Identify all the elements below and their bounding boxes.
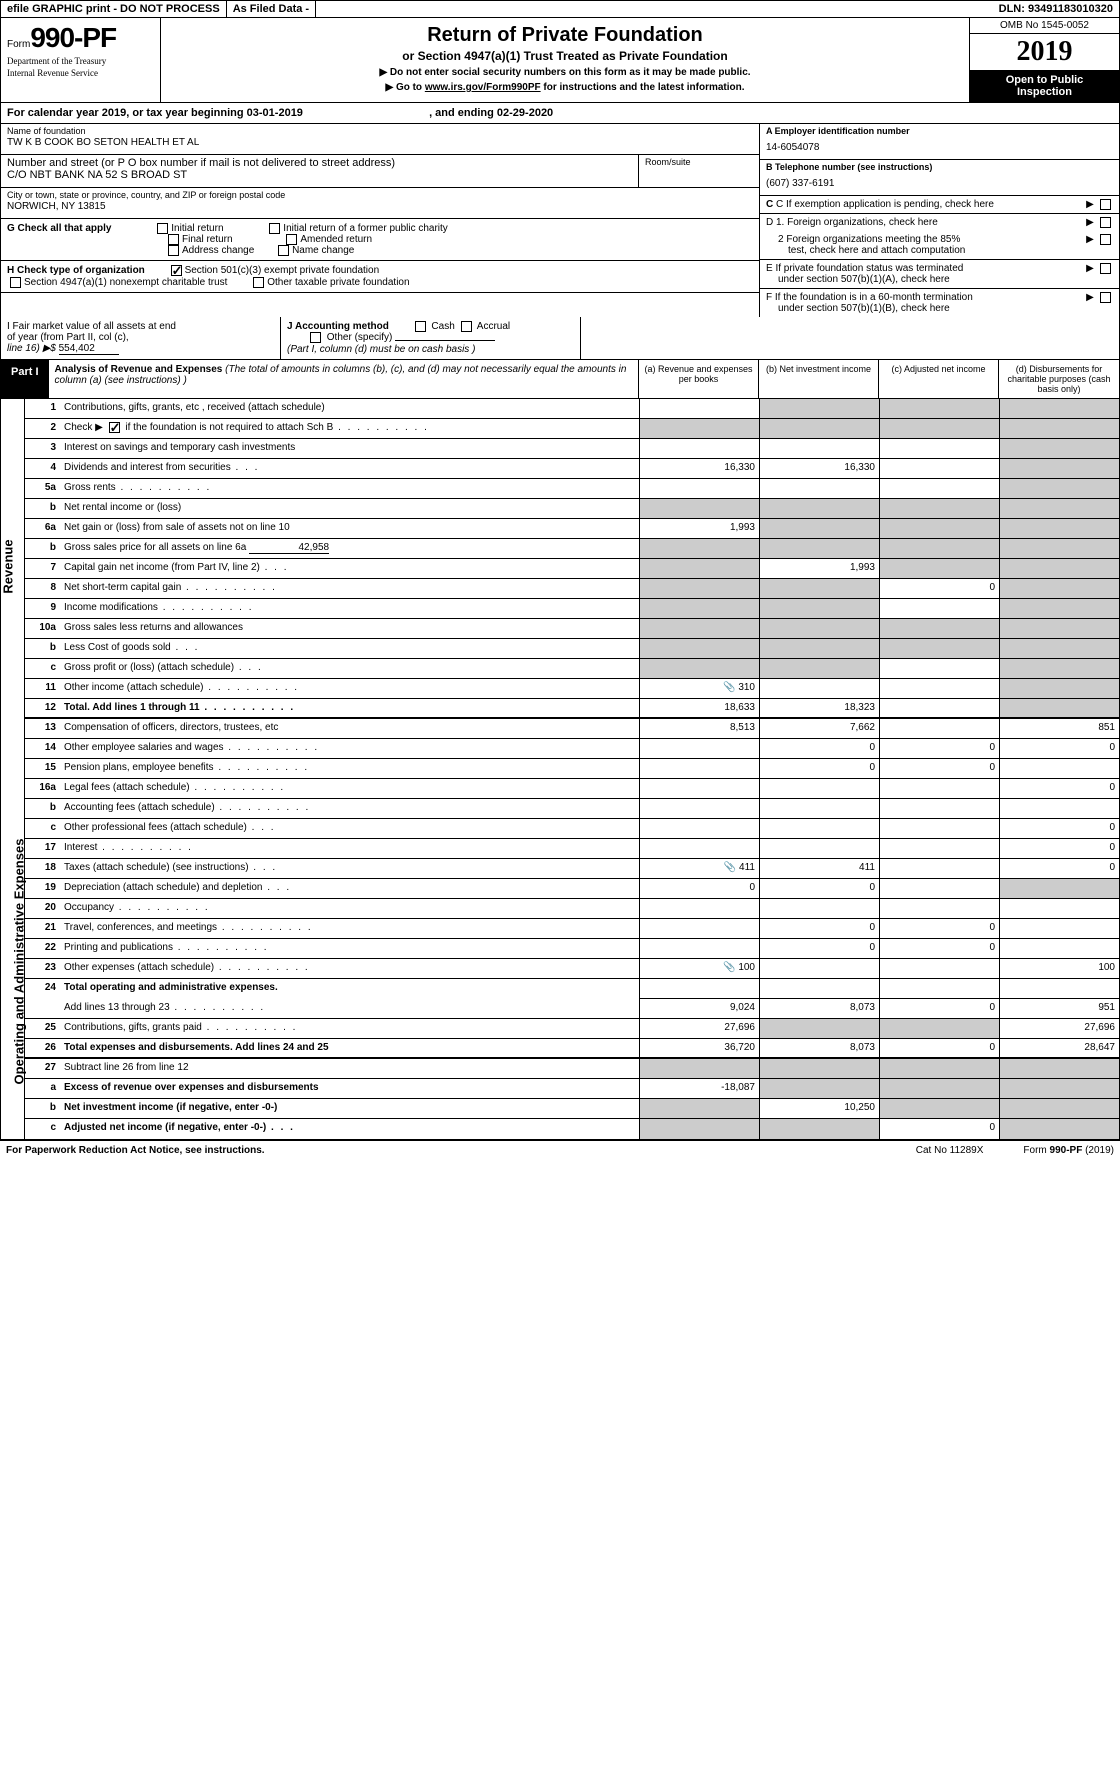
501c3-checkbox[interactable] [171,265,182,276]
inspection-badge: Open to Public Inspection [970,70,1119,102]
foundation-name-cell: Name of foundation TW K B COOK BO SETON … [1,124,759,155]
revenue-label: Revenue [1,540,16,594]
d2-row: 2 Foreign organizations meeting the 85%t… [760,231,1119,260]
name-change-checkbox[interactable] [278,245,289,256]
col-a-head: (a) Revenue and expenses per books [639,360,759,398]
dln: DLN: 93491183010320 [993,1,1119,17]
ein-cell: A Employer identification number 14-6054… [760,124,1119,160]
c-row: C C If exemption application is pending,… [760,196,1119,214]
cash-checkbox[interactable] [415,321,426,332]
final-return-checkbox[interactable] [168,234,179,245]
footer: For Paperwork Reduction Act Notice, see … [0,1141,1120,1160]
col-c-head: (c) Adjusted net income [879,360,999,398]
room-cell: Room/suite [639,155,759,187]
accrual-checkbox[interactable] [461,321,472,332]
attach-icon[interactable]: 📎 [724,862,736,873]
address-change-checkbox[interactable] [168,245,179,256]
initial-former-checkbox[interactable] [269,223,280,234]
form-number: 990-PF [30,22,116,53]
h-row: H Check type of organization Section 501… [1,261,759,292]
amended-return-checkbox[interactable] [286,234,297,245]
section-i: I Fair market value of all assets at end… [1,317,281,359]
4947a1-checkbox[interactable] [10,277,21,288]
d2-checkbox[interactable] [1100,234,1111,245]
city-cell: City or town, state or province, country… [1,188,759,219]
link-note: ▶ Go to www.irs.gov/Form990PF for instru… [167,82,963,93]
e-row: E If private foundation status was termi… [760,260,1119,289]
expenses-label: Operating and Administrative Expenses [11,839,26,1085]
asfiled-label: As Filed Data - [227,1,316,17]
irs-link[interactable]: www.irs.gov/Form990PF [425,82,541,93]
d1-checkbox[interactable] [1100,217,1111,228]
calendar-year-row: For calendar year 2019, or tax year begi… [0,103,1120,124]
f-checkbox[interactable] [1100,292,1111,303]
schb-checkbox[interactable] [109,422,120,433]
attach-icon[interactable]: 📎 [723,682,735,693]
omb-no: OMB No 1545-0052 [970,18,1119,34]
d1-row: D 1. Foreign organizations, check here ▶ [760,214,1119,231]
address-cell: Number and street (or P O box number if … [1,155,639,187]
phone-cell: B Telephone number (see instructions) (6… [760,160,1119,196]
initial-return-checkbox[interactable] [157,223,168,234]
e-checkbox[interactable] [1100,263,1111,274]
form-prefix: Form [7,39,30,50]
tax-year: 2019 [970,34,1119,70]
attach-icon[interactable]: 📎 [723,962,735,973]
form-header: Form990-PF Department of the Treasury In… [0,18,1120,103]
efile-label: efile GRAPHIC print - DO NOT PROCESS [1,1,227,17]
other-method-checkbox[interactable] [310,332,321,343]
col-b-head: (b) Net investment income [759,360,879,398]
g-row: G Check all that apply Initial return In… [1,219,759,261]
c-checkbox[interactable] [1100,199,1111,210]
dept-irs: Internal Revenue Service [7,68,154,78]
form-subtitle: or Section 4947(a)(1) Trust Treated as P… [167,49,963,63]
form-title: Return of Private Foundation [167,24,963,47]
f-row: F If the foundation is in a 60-month ter… [760,289,1119,317]
col-d-head: (d) Disbursements for charitable purpose… [999,360,1119,398]
part1-header: Part I Analysis of Revenue and Expenses … [0,360,1120,399]
other-taxable-checkbox[interactable] [253,277,264,288]
ssn-note: ▶ Do not enter social security numbers o… [167,67,963,78]
top-bar: efile GRAPHIC print - DO NOT PROCESS As … [0,0,1120,18]
section-j: J Accounting method Cash Accrual Other (… [281,317,581,359]
dept-treasury: Department of the Treasury [7,56,154,66]
